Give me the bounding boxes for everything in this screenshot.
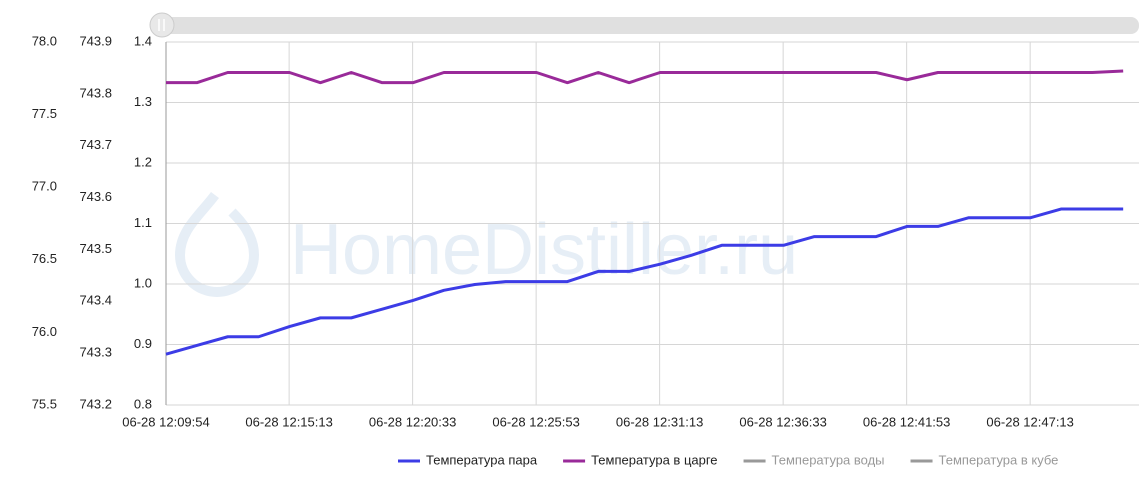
- legend: Температура пара Температура в царге Темпе…: [398, 452, 1058, 467]
- watermark-text: HomeDistiller.ru: [290, 210, 798, 290]
- y-tick-label: 76.5: [32, 251, 57, 266]
- y-tick-label: 75.5: [32, 396, 57, 411]
- x-tick-label: 06-28 12:31:13: [616, 414, 703, 429]
- legend-label: Температура воды: [772, 452, 885, 467]
- x-tick-label: 06-28 12:36:33: [739, 414, 826, 429]
- legend-item[interactable]: Температура воды: [743, 452, 885, 467]
- legend-item[interactable]: Температура в царге: [563, 452, 718, 467]
- series-line: [165, 207, 1124, 356]
- y3-tick-label: 0.9: [134, 336, 152, 351]
- x-tick-label: 06-28 12:20:33: [369, 414, 456, 429]
- y2-tick-label: 743.8: [79, 85, 112, 100]
- x-tick-label: 06-28 12:15:13: [245, 414, 332, 429]
- series-line: [166, 69, 1124, 85]
- x-tick-label: 06-28 12:25:53: [492, 414, 579, 429]
- y2-tick-label: 743.7: [79, 137, 112, 152]
- legend-label: Температура пара: [426, 452, 538, 467]
- y3-tick-label: 1.1: [134, 215, 152, 230]
- y-tick-label: 76.0: [32, 324, 57, 339]
- y3-tick-label: 1.2: [134, 154, 152, 169]
- legend-item[interactable]: Температура в кубе: [910, 452, 1059, 467]
- scrollbar-handle[interactable]: [149, 12, 175, 38]
- y-tick-label: 77.5: [32, 106, 57, 121]
- y3-tick-label: 1.0: [134, 275, 152, 290]
- legend-label: Температура в кубе: [939, 452, 1059, 467]
- x-tick-label: 06-28 12:41:53: [863, 414, 950, 429]
- y2-tick-label: 743.5: [79, 241, 112, 256]
- y2-tick-label: 743.9: [79, 33, 112, 48]
- watermark: HomeDistiller.ru: [174, 191, 798, 297]
- y-tick-label: 78.0: [32, 33, 57, 48]
- x-tick-label: 06-28 12:47:13: [986, 414, 1073, 429]
- y2-tick-label: 743.2: [79, 396, 112, 411]
- y3-tick-label: 1.4: [134, 33, 152, 48]
- y2-tick-label: 743.3: [79, 345, 112, 360]
- x-tick-label: 06-28 12:09:54: [122, 414, 209, 429]
- legend-item[interactable]: Температура пара: [398, 452, 538, 467]
- y2-tick-label: 743.4: [79, 293, 112, 308]
- y3-tick-label: 0.8: [134, 396, 152, 411]
- y3-tick-label: 1.3: [134, 94, 152, 109]
- legend-label: Температура в царге: [591, 452, 717, 467]
- range-scrollbar[interactable]: [150, 17, 1139, 34]
- y2-tick-label: 743.6: [79, 189, 112, 204]
- watermark-icon: [174, 191, 260, 297]
- y-tick-label: 77.0: [32, 179, 57, 194]
